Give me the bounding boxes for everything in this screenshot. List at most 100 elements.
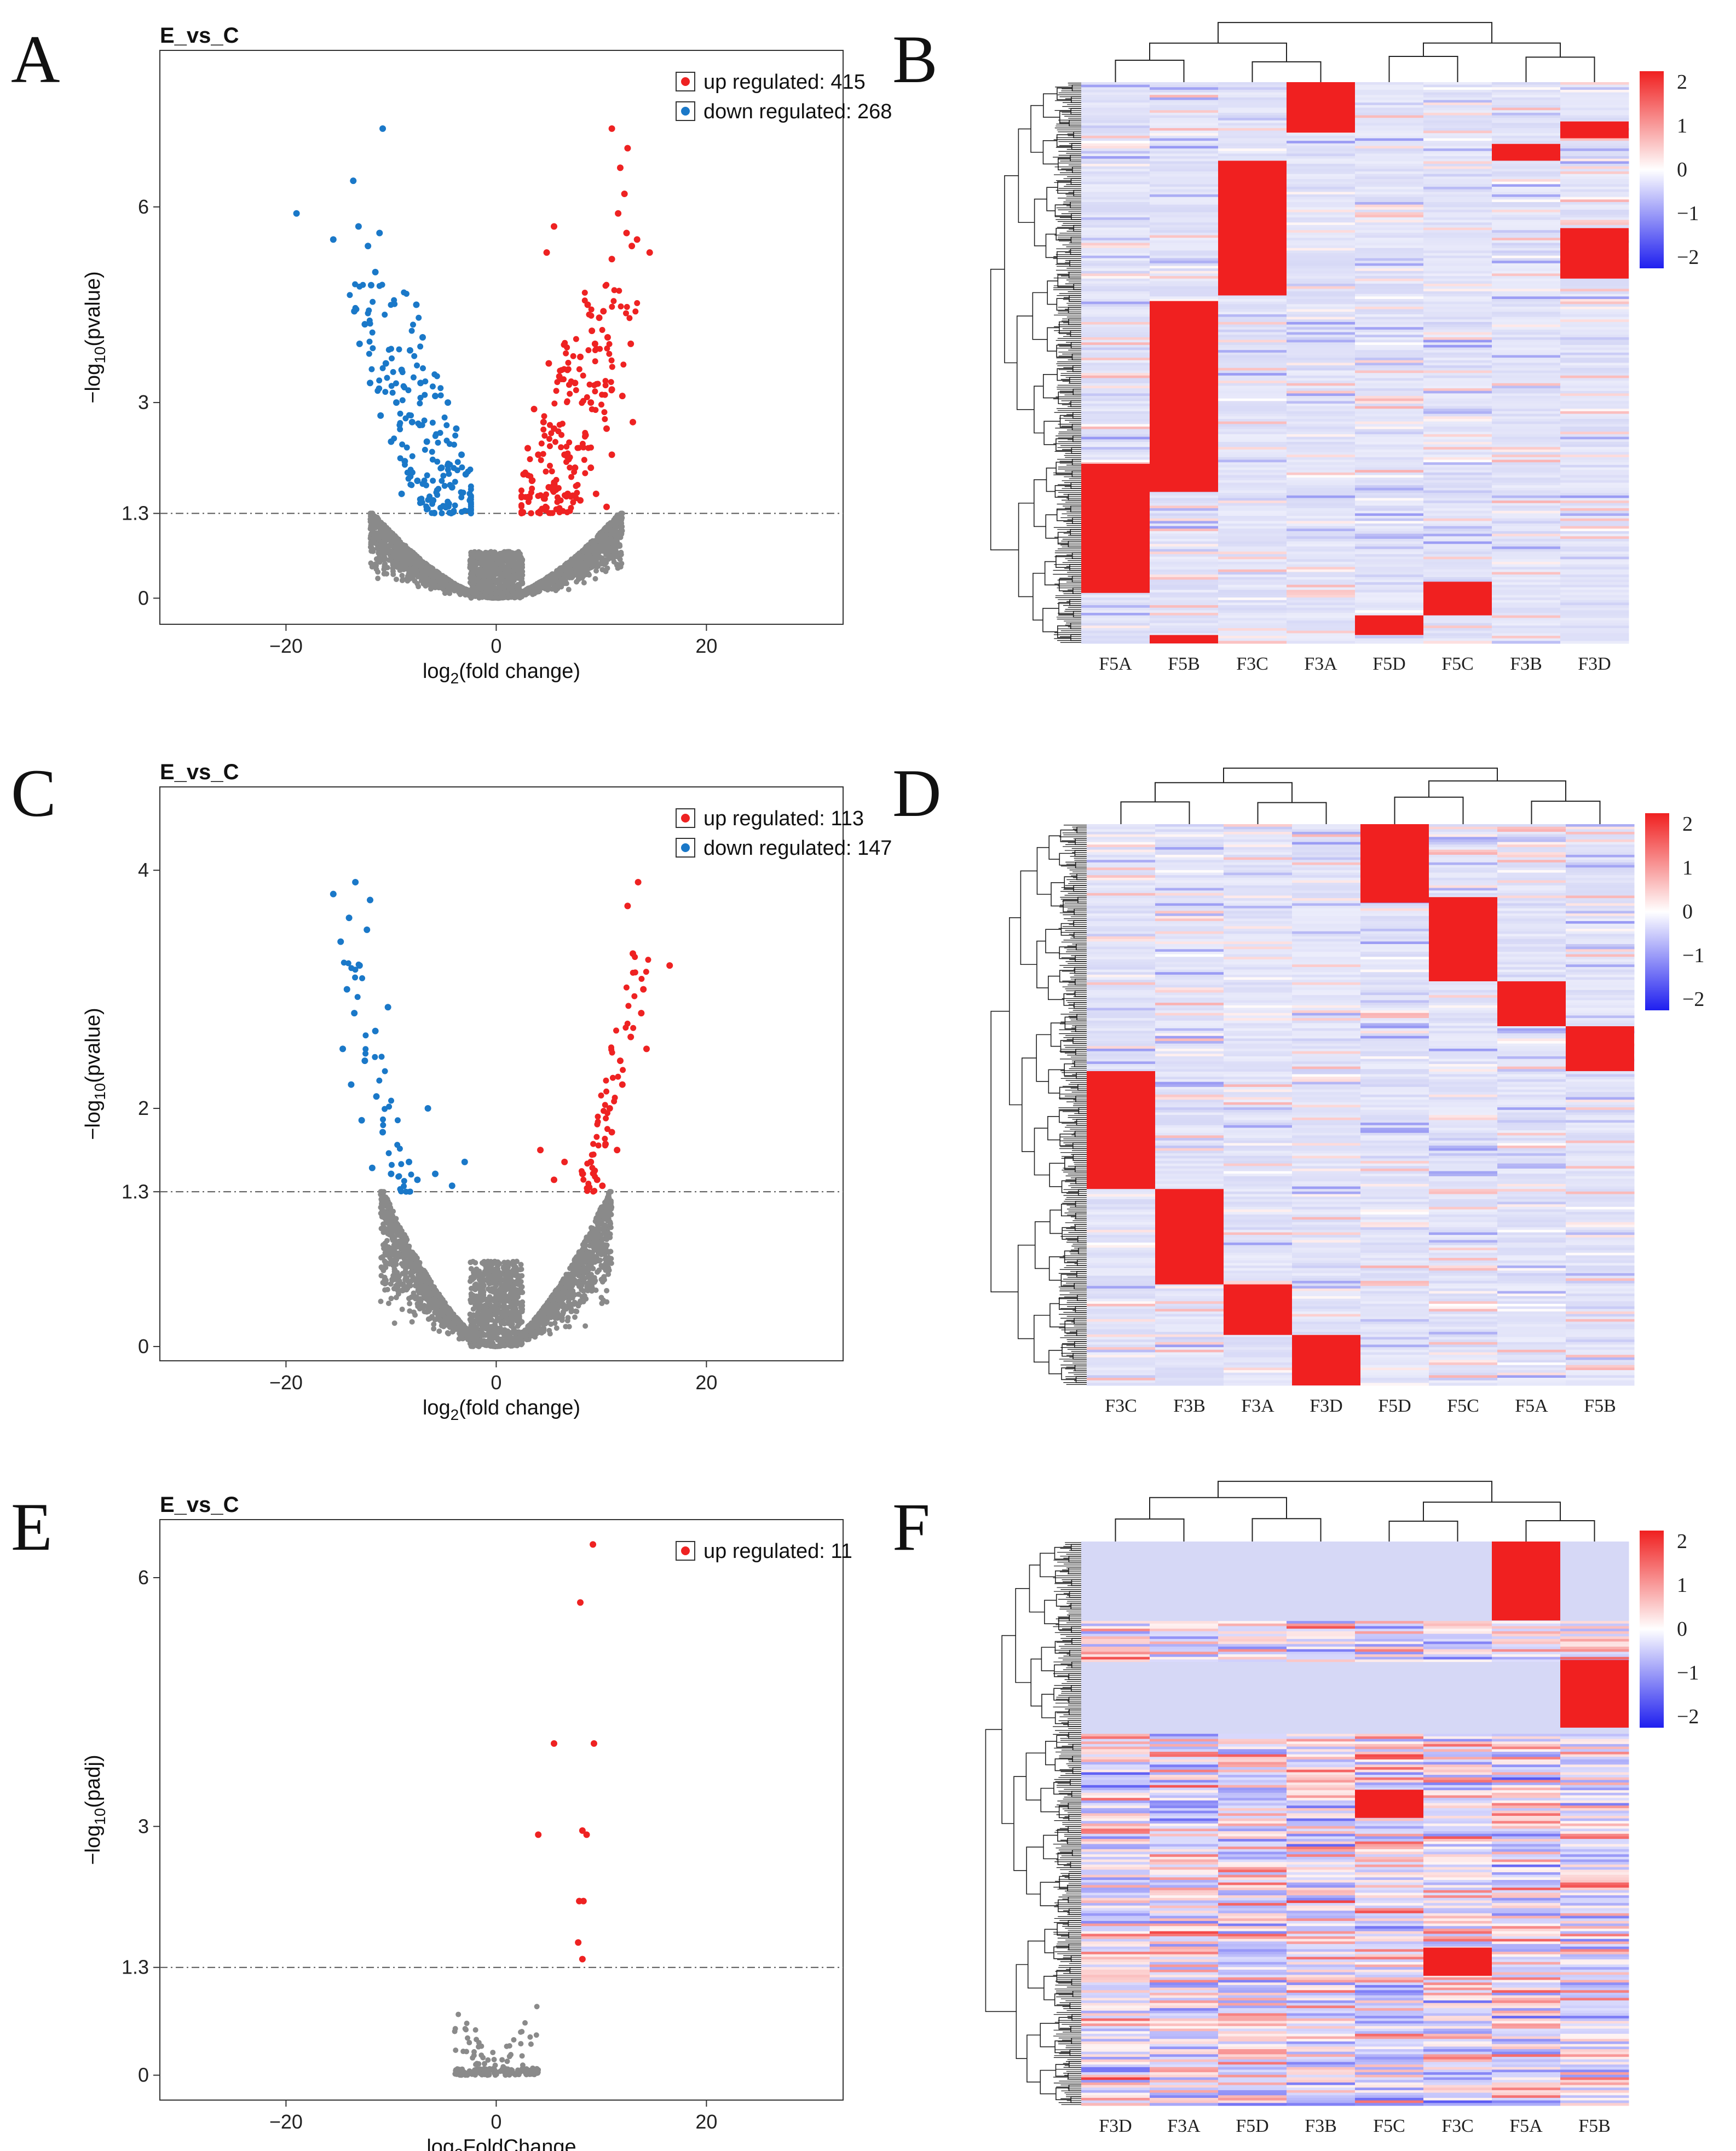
down-point: [423, 438, 430, 445]
heatmap-cell: [1560, 289, 1629, 292]
heatmap-cell: [1492, 365, 1561, 369]
down-point: [446, 441, 453, 447]
heatmap-cell: [1423, 84, 1492, 88]
heatmap-cell: [1560, 533, 1629, 537]
heatmap-cell: [1560, 567, 1629, 570]
heatmap-cell: [1560, 202, 1629, 205]
heatmap-cell: [1560, 225, 1629, 228]
heatmap-cell: [1492, 533, 1561, 537]
heatmap-cell: [1287, 556, 1356, 560]
heatmap-cell: [1287, 171, 1356, 175]
heatmap-cell: [1081, 638, 1150, 641]
heatmap-cell: [1355, 217, 1424, 221]
heatmap-cell: [1560, 82, 1629, 85]
heatmap-cell: [1218, 462, 1287, 465]
heatmap-cell: [1218, 490, 1287, 493]
heatmap-cell: [1492, 141, 1561, 144]
heatmap-cell: [1560, 546, 1629, 550]
heatmap-cell: [1287, 207, 1356, 210]
row-dendrogram-branch: [1069, 564, 1081, 571]
heatmap-cell: [1492, 225, 1561, 228]
down-point: [437, 465, 444, 471]
heatmap-cell: [1492, 618, 1561, 621]
heatmap-cell: [1150, 613, 1219, 616]
row-dendrogram-branch: [1072, 166, 1081, 174]
heatmap-cell: [1287, 572, 1356, 575]
heatmap-cell: [1355, 452, 1424, 455]
heatmap-cell: [1081, 625, 1150, 629]
heatmap-cell: [1560, 112, 1629, 116]
heatmap-cell: [1560, 470, 1629, 473]
heatmap-cell: [1150, 189, 1219, 192]
heatmap-cell: [1287, 332, 1356, 335]
heatmap-cell: [1150, 531, 1219, 534]
heatmap-cell: [1560, 335, 1629, 338]
heatmap-cell: [1218, 421, 1287, 424]
ns-point: [615, 533, 621, 539]
heatmap-cell: [1218, 536, 1287, 539]
heatmap-cell: [1492, 592, 1561, 595]
up-point: [567, 454, 573, 461]
down-point: [423, 482, 430, 488]
heatmap-cell: [1218, 546, 1287, 550]
up-point: [587, 399, 595, 406]
heatmap-cell: [1423, 143, 1492, 146]
heatmap-cell: [1287, 284, 1356, 287]
heatmap-cell: [1150, 273, 1219, 277]
up-point: [570, 353, 576, 359]
heatmap-cell: [1081, 641, 1150, 644]
heatmap-cell: [1492, 245, 1561, 249]
heatmap-cell: [1492, 189, 1561, 192]
heatmap-cell: [1355, 600, 1424, 603]
heatmap-cell: [1492, 490, 1561, 493]
heatmap-cell: [1218, 600, 1287, 603]
heatmap-cell: [1560, 538, 1629, 542]
heatmap-cell: [1423, 253, 1492, 256]
heatmap-cell: [1492, 567, 1561, 570]
heatmap-cell: [1492, 449, 1561, 453]
heatmap-cell: [1560, 166, 1629, 169]
heatmap-cell: [1081, 164, 1150, 167]
heatmap-cell: [1355, 574, 1424, 578]
heatmap-cell: [1218, 350, 1287, 353]
heatmap-cell: [1355, 327, 1424, 330]
heatmap-cell: [1423, 130, 1492, 134]
heatmap-cell: [1423, 250, 1492, 254]
heatmap-cell: [1423, 215, 1492, 218]
heatmap-cell: [1218, 564, 1287, 567]
heatmap-cell: [1492, 296, 1561, 300]
heatmap-cell: [1492, 478, 1561, 481]
heatmap-cell: [1218, 84, 1287, 88]
heatmap-cell: [1081, 240, 1150, 244]
heatmap-cell: [1081, 235, 1150, 238]
heatmap-cell: [1287, 340, 1356, 343]
heatmap-cell: [1355, 444, 1424, 447]
down-point: [445, 461, 452, 467]
heatmap-cell: [1492, 462, 1561, 465]
heatmap-cell: [1150, 544, 1219, 547]
heatmap-cell: [1150, 248, 1219, 251]
heatmap-cell: [1150, 286, 1219, 289]
heatmap-cell: [1355, 579, 1424, 583]
heatmap-cell: [1492, 480, 1561, 483]
heatmap-cell: [1423, 577, 1492, 580]
heatmap-cell: [1423, 516, 1492, 519]
heatmap-cell: [1355, 503, 1424, 506]
down-point: [372, 268, 379, 275]
up-point: [574, 481, 581, 488]
heatmap-cell: [1560, 350, 1629, 353]
heatmap-cell: [1287, 337, 1356, 341]
heatmap-cell: [1423, 255, 1492, 258]
heatmap-cell: [1423, 521, 1492, 524]
heatmap-cell: [1560, 574, 1629, 578]
down-point: [399, 441, 406, 448]
heatmap-cell: [1560, 100, 1629, 103]
down-point: [454, 459, 461, 465]
heatmap-cell: [1560, 358, 1629, 361]
heatmap-cell: [1560, 304, 1629, 307]
down-point: [431, 509, 437, 516]
heatmap-cell: [1218, 102, 1287, 106]
heatmap-cell: [1492, 238, 1561, 241]
down-point: [402, 415, 409, 422]
